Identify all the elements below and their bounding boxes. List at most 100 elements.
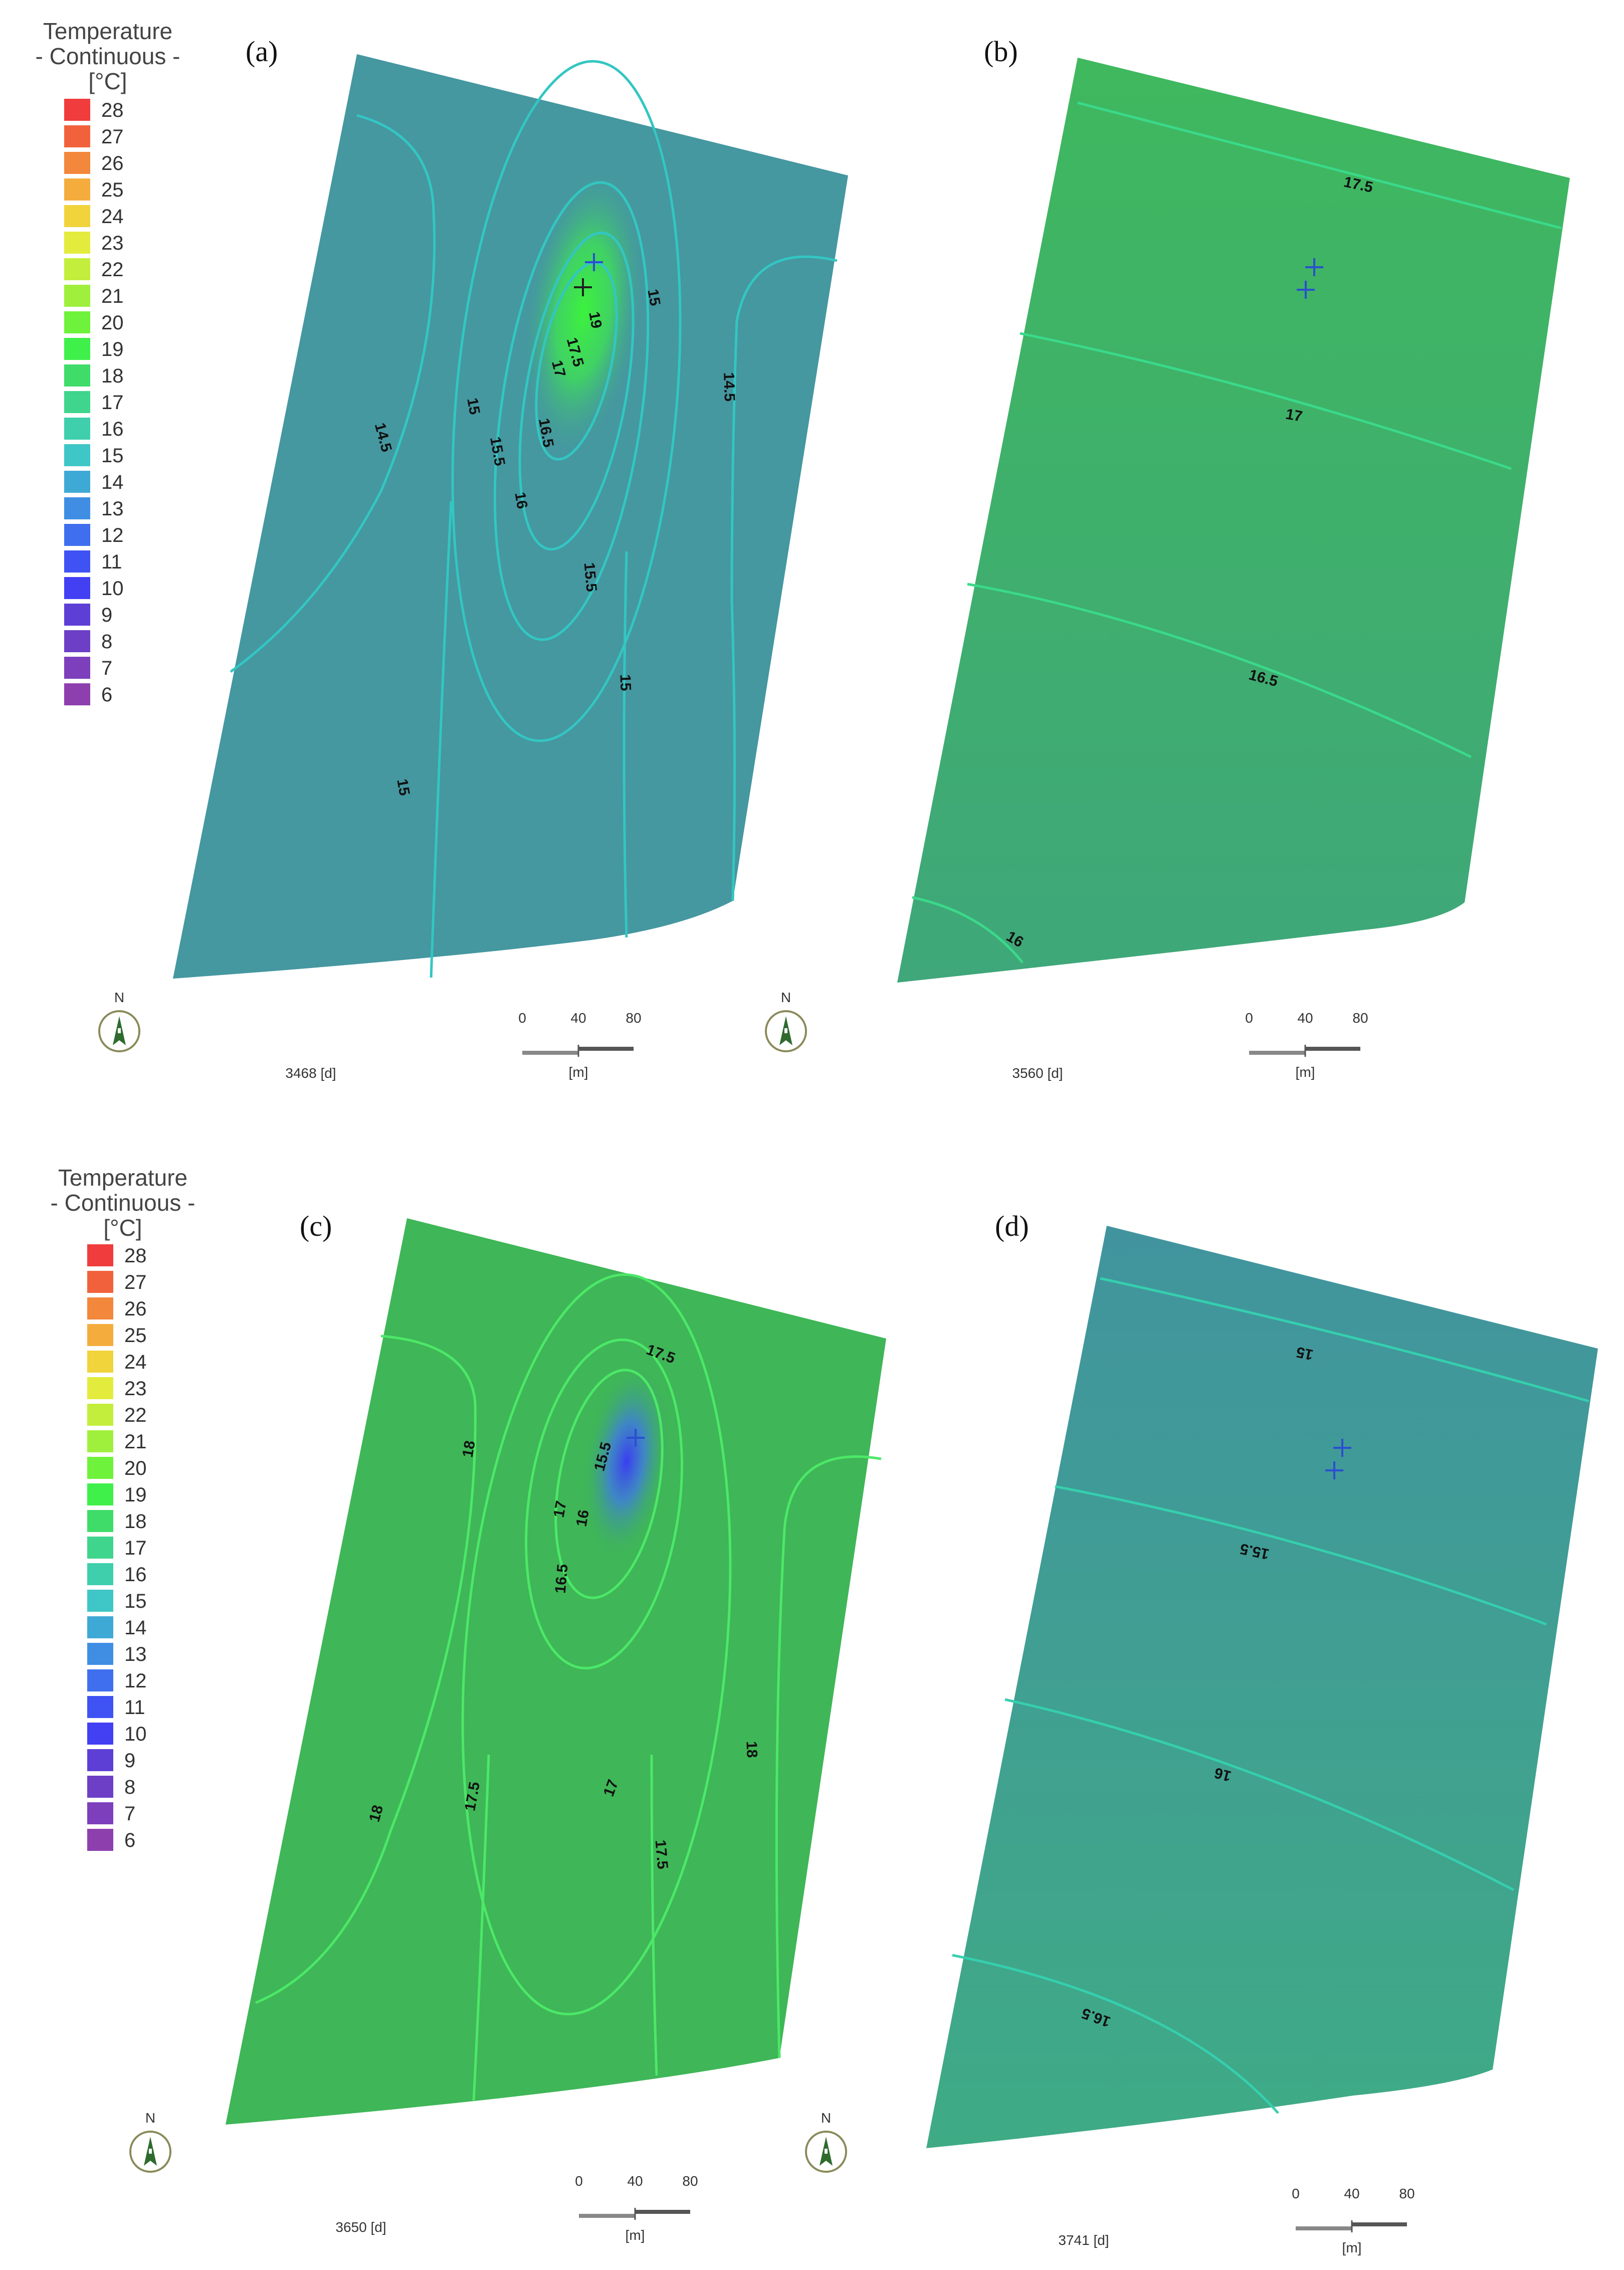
temperature-legend-top: Temperature - Continuous - [°C] 28 27 26 25… xyxy=(36,18,180,706)
legend-swatch xyxy=(64,311,90,333)
north-label: N xyxy=(781,990,791,1005)
legend-swatch xyxy=(87,1351,113,1373)
legend-swatch xyxy=(87,1244,113,1266)
legend-entry: 19 xyxy=(87,1483,147,1506)
legend-entry: 7 xyxy=(87,1802,135,1825)
legend-swatch xyxy=(64,471,90,493)
legend-swatch xyxy=(64,125,90,147)
legend-swatch xyxy=(64,178,90,201)
legend-entry: 13 xyxy=(87,1643,147,1665)
well-marker xyxy=(627,1429,645,1447)
legend-label: 19 xyxy=(124,1484,147,1506)
scale-tick: 80 xyxy=(1352,1010,1368,1026)
well-markers xyxy=(574,253,603,296)
temperature-legend-bottom: Temperature - Continuous - [°C] 28 27 26 25… xyxy=(51,1165,195,1851)
legend-label: 14 xyxy=(124,1617,147,1639)
legend-entry: 20 xyxy=(87,1457,147,1479)
legend-swatch xyxy=(87,1271,113,1293)
legend-label: 9 xyxy=(101,604,112,626)
legend-label: 27 xyxy=(101,126,124,148)
north-arrow: N xyxy=(129,2110,171,2173)
legend-entry: 13 xyxy=(64,497,124,520)
legend-entry: 22 xyxy=(64,258,124,281)
panel-label: (a) xyxy=(246,35,278,68)
contour-label: 17 xyxy=(550,1499,569,1519)
well-marker xyxy=(1325,1461,1343,1479)
legend-swatch xyxy=(87,1404,113,1426)
temperature-hotspot xyxy=(582,1362,671,1561)
legend-label: 7 xyxy=(101,657,112,679)
contour-label: 18 xyxy=(743,1741,760,1758)
legend-entry: 16 xyxy=(87,1563,147,1586)
well-markers xyxy=(627,1429,645,1447)
legend-entry: 27 xyxy=(64,125,124,148)
contour-label: 17 xyxy=(1284,406,1304,425)
panel-label: (c) xyxy=(300,1210,332,1242)
legend-label: 10 xyxy=(124,1723,147,1745)
legend-entry: 28 xyxy=(64,99,124,121)
legend-entry: 22 xyxy=(87,1404,147,1426)
legend-swatch xyxy=(87,1590,113,1612)
legend-entry: 10 xyxy=(64,577,124,600)
legend-swatch xyxy=(87,1483,113,1505)
legend-label: 6 xyxy=(101,684,112,706)
legend-entry: 15 xyxy=(64,444,124,467)
legend-swatch xyxy=(87,1510,113,1532)
legend-label: 23 xyxy=(101,232,124,254)
scale-bar: 0 40 80 [m] xyxy=(518,1010,641,1080)
legend-swatch xyxy=(87,1616,113,1638)
model-domain xyxy=(173,54,848,979)
model-domain xyxy=(926,1226,1598,2148)
legend-label: 7 xyxy=(124,1803,135,1825)
legend-entry: 17 xyxy=(87,1537,147,1559)
legend-entry: 24 xyxy=(64,205,124,228)
legend-swatch xyxy=(87,1563,113,1585)
legend-entry: 16 xyxy=(64,418,124,440)
legend-label: 11 xyxy=(101,551,122,573)
legend-entry: 11 xyxy=(87,1696,145,1719)
scale-tick: 40 xyxy=(627,2173,643,2189)
scale-tick: 0 xyxy=(575,2173,583,2189)
well-marker xyxy=(1305,258,1323,276)
scale-tick: 40 xyxy=(570,1010,586,1026)
legend-label: 8 xyxy=(124,1776,135,1798)
legend-label: 25 xyxy=(124,1325,147,1347)
north-arrow: N xyxy=(765,990,807,1052)
scale-bar: 0 40 80 [m] xyxy=(575,2173,698,2243)
contour-label: 16 xyxy=(573,1508,592,1528)
legend-entry: 21 xyxy=(87,1430,147,1453)
contour-label: 17.5 xyxy=(652,1839,671,1870)
legend-label: 9 xyxy=(124,1750,135,1772)
legend-swatch xyxy=(87,1723,113,1745)
legend-label: 15 xyxy=(124,1590,147,1612)
scale-tick: 80 xyxy=(1399,2186,1414,2201)
legend-subtitle: - Continuous - xyxy=(36,43,180,69)
contour-lines xyxy=(230,60,838,978)
legend-entry: 20 xyxy=(64,311,124,334)
contour-label: 15.5 xyxy=(580,562,599,593)
legend-swatch xyxy=(87,1430,113,1452)
legend-label: 19 xyxy=(101,338,124,360)
legend-label: 28 xyxy=(101,99,124,121)
panel-d: (d) 15 15.5 16 16.5 N 0 40 80 xyxy=(805,1210,1598,2255)
legend-swatch xyxy=(64,99,90,121)
model-domain xyxy=(226,1218,886,2125)
well-markers xyxy=(1325,1439,1351,1479)
contour-label: 16.5 xyxy=(552,1564,571,1594)
legend-swatch xyxy=(64,577,90,599)
legend-label: 13 xyxy=(101,498,124,520)
scale-unit: [m] xyxy=(626,2227,645,2243)
north-label: N xyxy=(821,2110,831,2126)
legend-entry: 19 xyxy=(64,338,124,360)
legend-entry: 27 xyxy=(87,1271,147,1293)
legend-swatch xyxy=(87,1749,113,1771)
legend-entry: 14 xyxy=(87,1616,147,1639)
well-marker xyxy=(1297,281,1315,299)
legend-label: 15 xyxy=(101,445,124,467)
legend-subtitle: - Continuous - xyxy=(51,1190,195,1216)
contour-lines xyxy=(952,1277,1589,2114)
legend-label: 27 xyxy=(124,1271,147,1293)
legend-swatch xyxy=(87,1457,113,1479)
legend-swatch xyxy=(87,1324,113,1346)
